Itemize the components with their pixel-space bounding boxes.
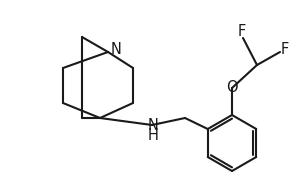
Text: H: H xyxy=(148,127,158,142)
Text: N: N xyxy=(148,118,158,133)
Text: F: F xyxy=(238,25,246,40)
Text: O: O xyxy=(226,80,238,95)
Text: N: N xyxy=(111,42,121,57)
Text: F: F xyxy=(281,42,289,57)
